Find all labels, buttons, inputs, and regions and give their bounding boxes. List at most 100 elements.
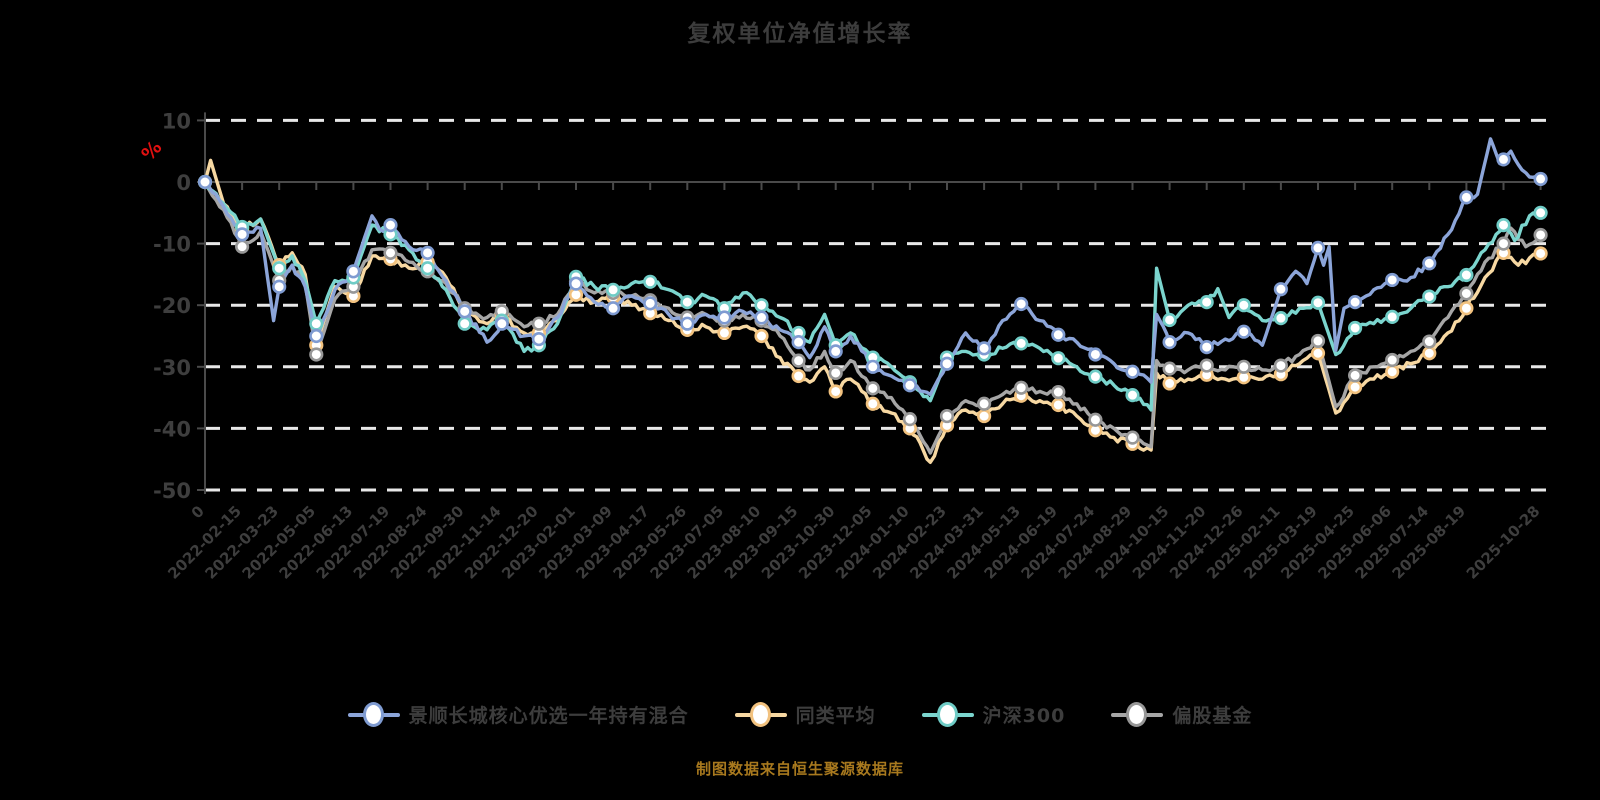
series-marker-0 <box>1125 364 1140 379</box>
series-marker-1 <box>976 408 992 424</box>
series-marker-3 <box>902 412 918 427</box>
series-marker-0 <box>754 310 769 325</box>
legend-label: 沪深300 <box>982 705 1066 727</box>
series-marker-0 <box>1533 171 1548 187</box>
series-marker-0 <box>865 359 880 374</box>
series-line-2 <box>203 180 1543 412</box>
series-marker-2 <box>1347 320 1363 336</box>
series-marker-0 <box>1236 324 1251 339</box>
y-tick-label: -40 <box>153 417 191 441</box>
legend-circle <box>749 701 771 727</box>
series-marker-2 <box>1088 369 1103 384</box>
series-marker-2 <box>309 316 324 331</box>
series-marker-1 <box>1162 376 1177 391</box>
series-marker-0 <box>1014 296 1029 312</box>
series-marker-0 <box>346 264 361 279</box>
series-marker-3 <box>1236 359 1251 374</box>
series-marker-2 <box>457 316 472 331</box>
series-marker-1 <box>1347 380 1363 395</box>
series-marker-2 <box>1199 295 1214 310</box>
series-marker-2 <box>1533 205 1548 220</box>
series-marker-0 <box>1088 347 1103 362</box>
legend-marker-icon <box>734 701 787 728</box>
legend-item-0[interactable]: 景顺长城核心优选一年持有混合 <box>347 701 689 728</box>
series-marker-0 <box>1496 152 1511 167</box>
series-marker-0 <box>791 335 806 350</box>
chart-title: 复权单位净值增长率 <box>687 21 913 47</box>
series-marker-3 <box>865 381 880 396</box>
series-marker-1 <box>791 368 806 384</box>
series-marker-1 <box>828 384 843 399</box>
y-tick-label: 10 <box>162 109 191 133</box>
legend-circle <box>936 701 958 727</box>
series-marker-2 <box>420 261 435 276</box>
series-marker-3 <box>939 408 955 424</box>
series-line-3 <box>203 180 1543 455</box>
series-marker-0 <box>1310 240 1326 256</box>
series-marker-2 <box>680 295 695 310</box>
legend-marker-icon <box>347 701 400 728</box>
y-axis-unit-label: % <box>137 136 166 165</box>
series-marker-0 <box>1422 256 1437 271</box>
series-marker-2 <box>1459 267 1474 283</box>
series-marker-0 <box>383 218 398 233</box>
legend-circle <box>362 701 384 727</box>
series-marker-3 <box>1162 361 1177 376</box>
chart-legend: 景顺长城核心优选一年持有混合 同类平均 沪深300 偏股基金 <box>0 701 1600 728</box>
legend-circle <box>1126 701 1148 727</box>
series-marker-1 <box>1459 301 1474 316</box>
series-marker-0 <box>272 279 287 294</box>
legend-marker-icon <box>921 701 974 728</box>
series-marker-1 <box>717 325 732 341</box>
legend-label: 景顺长城核心优选一年持有混合 <box>408 705 689 727</box>
series-marker-0 <box>605 301 621 316</box>
y-tick-label: -30 <box>153 356 191 380</box>
series-marker-3 <box>1533 227 1548 243</box>
y-tick-label: -10 <box>153 233 191 257</box>
series-marker-1 <box>1385 364 1400 379</box>
series-marker-0 <box>1273 282 1288 297</box>
series-marker-0 <box>1347 295 1363 310</box>
legend-item-2[interactable]: 沪深300 <box>921 701 1066 728</box>
series-marker-3 <box>976 396 992 411</box>
x-tick-label: 0 <box>188 502 208 522</box>
series-marker-3 <box>1051 384 1066 400</box>
y-tick-label: -20 <box>153 294 191 318</box>
series-marker-0 <box>717 310 732 325</box>
series-marker-0 <box>1385 272 1400 288</box>
legend-item-1[interactable]: 同类平均 <box>734 701 876 728</box>
series-marker-1 <box>1533 246 1548 261</box>
legend-item-3[interactable]: 偏股基金 <box>1111 701 1252 728</box>
series-marker-0 <box>680 316 695 331</box>
legend-label: 同类平均 <box>795 705 876 727</box>
series-marker-2 <box>272 261 287 276</box>
series-marker-2 <box>1273 311 1288 326</box>
series-marker-3 <box>1088 412 1103 427</box>
series-marker-3 <box>1310 333 1326 349</box>
series-marker-3 <box>1273 358 1288 373</box>
series-marker-3 <box>1459 286 1474 301</box>
series-marker-2 <box>1310 295 1326 310</box>
series-marker-3 <box>1422 334 1437 349</box>
series-marker-0 <box>1199 339 1214 355</box>
series-marker-0 <box>420 245 435 260</box>
series-marker-0 <box>309 328 324 344</box>
series-marker-2 <box>1162 312 1177 328</box>
series-marker-2 <box>1125 388 1140 403</box>
series-marker-0 <box>457 304 472 319</box>
series-marker-3 <box>235 239 250 254</box>
series-marker-0 <box>828 344 843 359</box>
x-tick-label: 2025-10-28 <box>1463 502 1544 583</box>
series-marker-0 <box>939 356 955 371</box>
series-marker-3 <box>1385 352 1400 368</box>
series-marker-2 <box>1014 336 1029 351</box>
series-marker-3 <box>1347 368 1363 383</box>
series-marker-3 <box>1496 236 1511 251</box>
series-marker-0 <box>902 378 918 393</box>
series-marker-2 <box>1236 298 1251 313</box>
series-marker-0 <box>1051 327 1066 342</box>
series-marker-3 <box>309 347 324 362</box>
series-marker-3 <box>1014 380 1029 395</box>
series-marker-3 <box>383 245 398 260</box>
